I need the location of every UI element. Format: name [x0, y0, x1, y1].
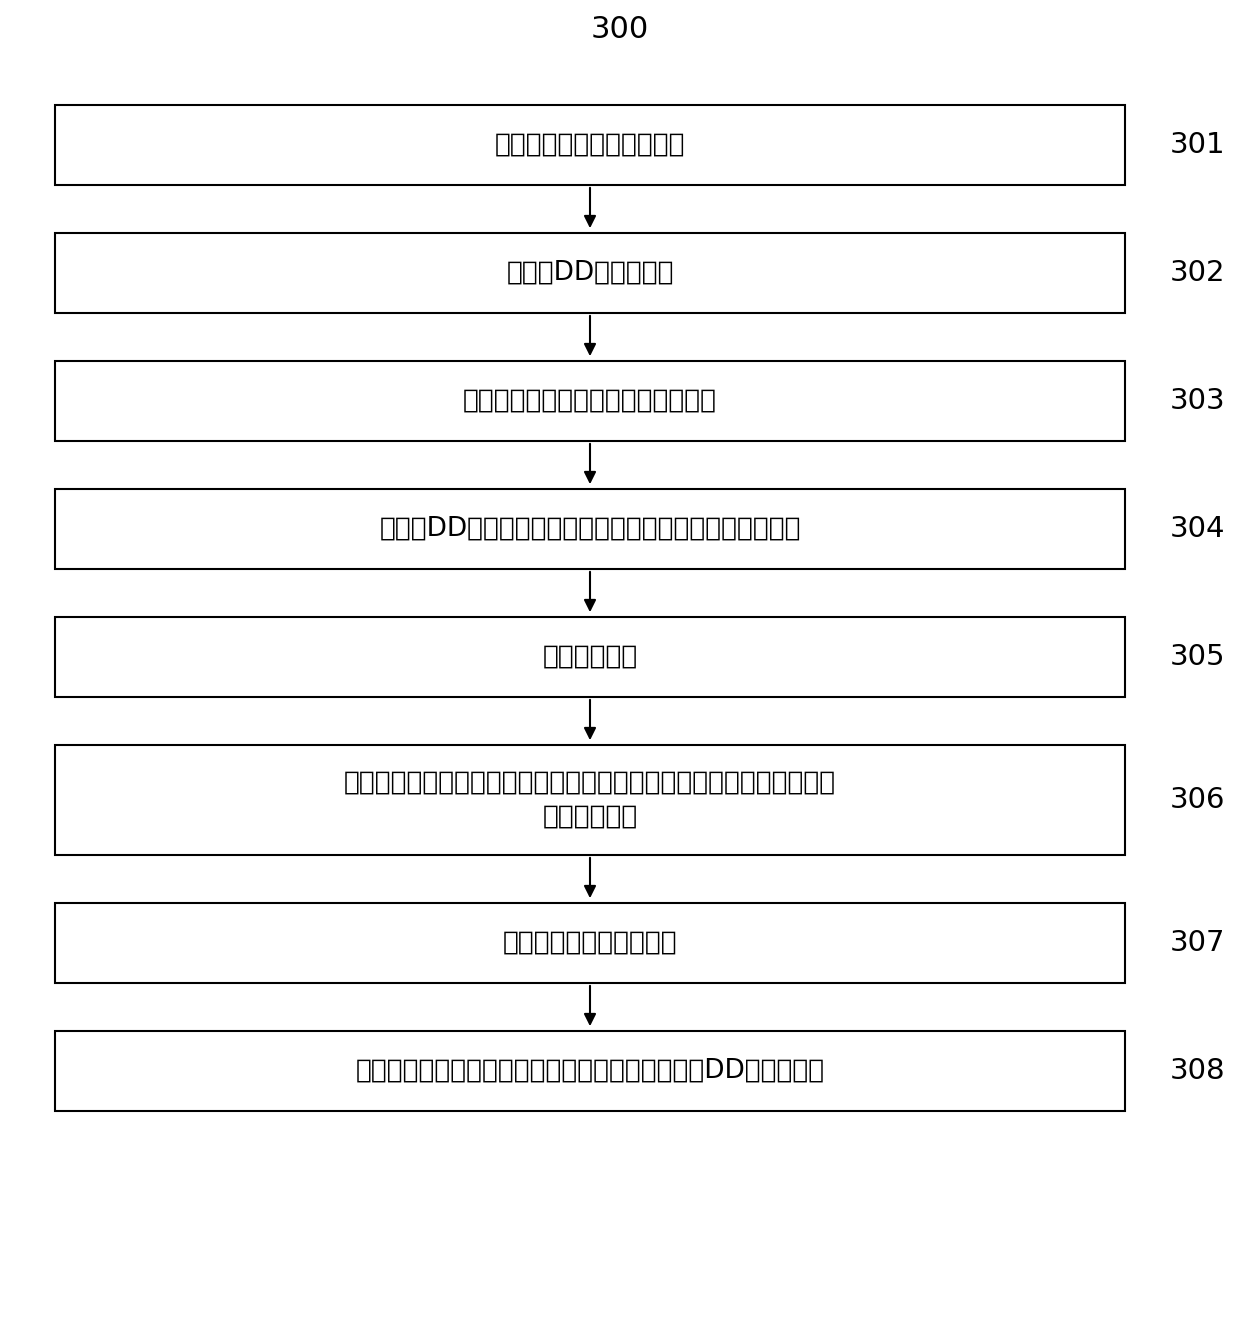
Bar	[55, 746, 1125, 855]
Text: 确定线圈匝数: 确定线圈匝数	[542, 645, 637, 670]
Text: 300: 300	[591, 16, 649, 44]
Bar	[55, 233, 1125, 314]
Text: 确定铁氧体屏蔽层中铁氧体条的长度: 确定铁氧体屏蔽层中铁氧体条的长度	[463, 388, 717, 415]
Bar	[55, 902, 1125, 983]
Text: 301: 301	[1171, 132, 1225, 159]
Text: 308: 308	[1171, 1057, 1225, 1084]
Text: 确定铁氧体分布排列密度的最优值、铁氧体条宽度最优值和相邻铁氧体
条之间的间距: 确定铁氧体分布排列密度的最优值、铁氧体条宽度最优值和相邻铁氧体 条之间的间距	[343, 769, 836, 831]
Text: 根据双DD线圈的外径确定铁氧体屏蔽层中铁氧体条的长度: 根据双DD线圈的外径确定铁氧体屏蔽层中铁氧体条的长度	[379, 516, 801, 542]
Text: 303: 303	[1171, 387, 1225, 415]
Text: 确定铁氧体条厚度最优值: 确定铁氧体条厚度最优值	[502, 930, 677, 956]
Text: 302: 302	[1171, 259, 1225, 287]
Text: 输出确定的线圈和铁氧体的结构参数以用于生产双DD线圈耦合器: 输出确定的线圈和铁氧体的结构参数以用于生产双DD线圈耦合器	[356, 1058, 825, 1084]
Text: 304: 304	[1171, 516, 1225, 544]
Bar	[55, 361, 1125, 441]
Text: 确定线圈使用的导线的线径: 确定线圈使用的导线的线径	[495, 132, 686, 158]
Bar	[55, 105, 1125, 185]
Bar	[55, 617, 1125, 696]
Text: 确定双DD线圈的外径: 确定双DD线圈的外径	[506, 260, 673, 286]
Bar	[55, 1031, 1125, 1111]
Text: 305: 305	[1171, 643, 1225, 671]
Text: 307: 307	[1171, 929, 1225, 957]
Text: 306: 306	[1171, 785, 1225, 813]
Bar	[55, 489, 1125, 569]
